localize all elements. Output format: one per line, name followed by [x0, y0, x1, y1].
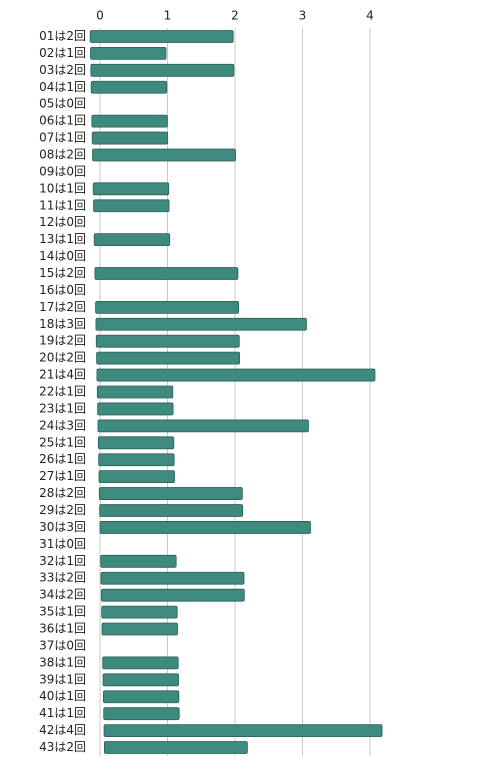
y-tick-label: 21は4回: [39, 368, 86, 382]
y-tick-label: 33は2回: [39, 571, 86, 585]
y-tick-label: 32は1回: [39, 554, 86, 568]
y-tick-label: 23は1回: [39, 401, 86, 415]
y-tick-label: 07は1回: [39, 131, 86, 145]
y-tick-label: 13は1回: [39, 232, 86, 246]
y-tick-label: 26は1回: [39, 452, 86, 466]
bar: [96, 385, 174, 399]
y-tick-label: 29は2回: [39, 503, 86, 517]
y-tick-label: 35は1回: [39, 605, 86, 619]
x-tick-label: 2: [231, 9, 239, 23]
y-tick-label: 15は2回: [39, 266, 86, 280]
bar: [92, 148, 236, 162]
y-tick-label: 02は1回: [39, 46, 86, 60]
bar: [102, 656, 179, 670]
x-tick-label: 1: [164, 9, 172, 23]
y-tick-label: 08は2回: [39, 147, 86, 161]
bar: [97, 436, 175, 450]
y-tick-label: 37は0回: [39, 638, 86, 652]
bar: [95, 334, 240, 348]
y-tick-label: 27は1回: [39, 469, 86, 483]
bar: [90, 63, 235, 77]
bar: [90, 80, 168, 94]
y-tick-label: 18は3回: [39, 317, 86, 331]
bar: [96, 368, 376, 382]
bar: [103, 741, 248, 754]
y-tick-label: 42は4回: [39, 723, 86, 737]
bar: [90, 46, 167, 60]
y-tick-label: 28は2回: [39, 486, 86, 500]
bar: [95, 317, 307, 331]
y-tick-label: 30は3回: [39, 520, 86, 534]
bar: [99, 521, 311, 534]
bar: [91, 131, 169, 145]
y-tick-label: 24は3回: [39, 418, 86, 432]
y-tick-label: 01は2回: [39, 29, 86, 43]
y-tick-label: 10は1回: [39, 181, 86, 195]
y-tick-label: 39は1回: [39, 672, 86, 686]
y-tick-label: 17は2回: [39, 300, 86, 314]
bar: [101, 605, 178, 619]
y-tick-label: 06は1回: [39, 114, 86, 128]
bar: [100, 554, 177, 568]
y-tick-label: 43は2回: [39, 740, 86, 754]
bar: [102, 673, 179, 687]
bar: [89, 30, 234, 43]
bar: [98, 470, 175, 484]
bar: [99, 504, 244, 517]
bar: [97, 402, 174, 416]
y-tick-label: 12は0回: [39, 215, 86, 229]
bar: [97, 419, 309, 433]
bar: [98, 487, 243, 500]
y-tick-label: 41は1回: [39, 706, 86, 720]
y-tick-label: 22は1回: [39, 385, 86, 399]
y-tick-label: 20は2回: [39, 351, 86, 365]
y-tick-label: 03は2回: [39, 63, 86, 77]
x-tick-label: 4: [366, 9, 374, 23]
bar: [92, 182, 170, 196]
bar: [95, 300, 239, 314]
bar: [100, 588, 245, 602]
y-tick-label: 19は2回: [39, 334, 86, 348]
x-tick-label: 3: [299, 9, 307, 23]
y-tick-label: 31は0回: [39, 537, 86, 551]
x-tick-label: 0: [96, 9, 104, 23]
y-tick-label: 36は1回: [39, 622, 86, 636]
y-tick-label: 09は0回: [39, 164, 86, 178]
bar: [103, 724, 383, 738]
y-tick-label: 40は1回: [39, 689, 86, 703]
bar: [100, 571, 245, 585]
y-tick-label: 11は1回: [39, 198, 86, 212]
bar: [91, 114, 168, 128]
bar: [96, 351, 241, 365]
y-tick-label: 04は1回: [39, 80, 86, 94]
y-tick-label: 16は0回: [39, 283, 86, 297]
y-tick-label: 05は0回: [39, 97, 86, 111]
bar: [98, 453, 175, 467]
y-tick-label: 34は2回: [39, 588, 86, 602]
y-tick-label: 25は1回: [39, 435, 86, 449]
y-tick-label: 14は0回: [39, 249, 86, 263]
y-tick-label: 38は1回: [39, 655, 86, 669]
bar: [93, 199, 170, 213]
bar: [93, 233, 171, 247]
bar: [102, 690, 180, 704]
bar: [101, 622, 178, 636]
bar: [103, 707, 180, 721]
bar: [94, 267, 239, 280]
